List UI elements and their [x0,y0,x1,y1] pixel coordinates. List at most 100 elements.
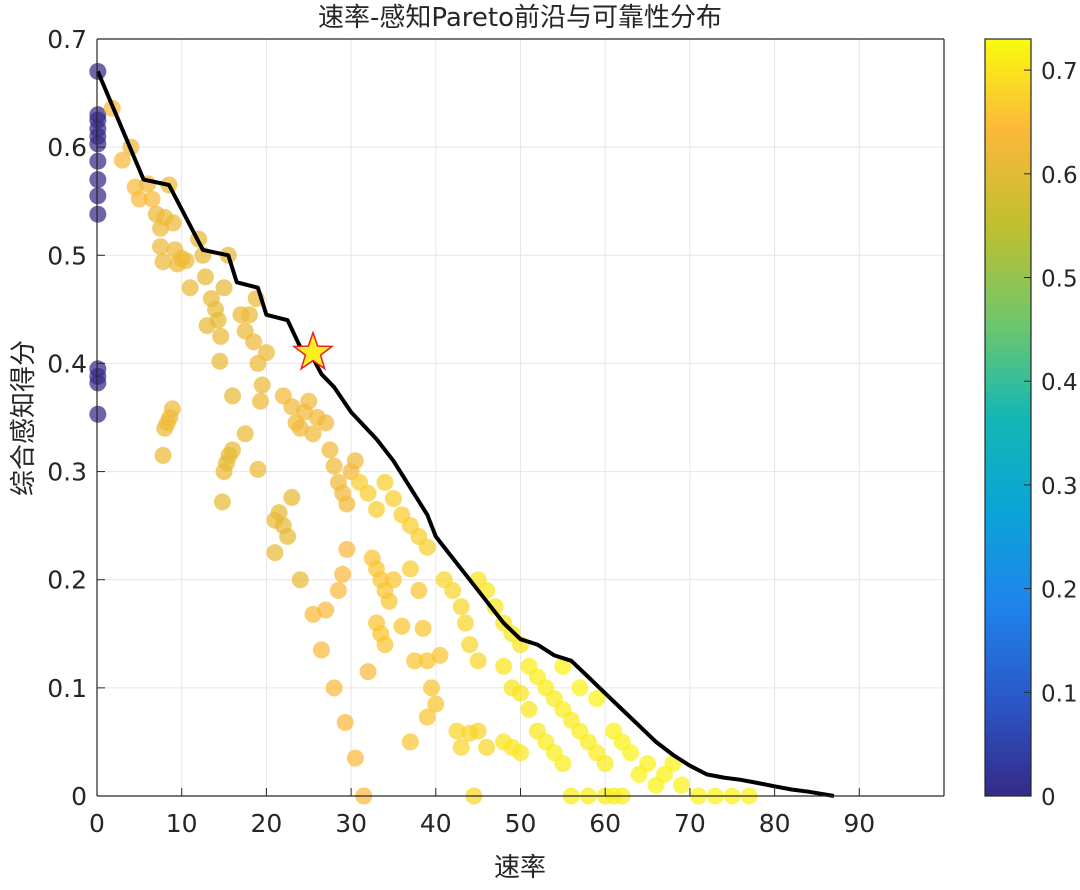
x-tick-label: 50 [505,809,537,838]
colorbar-tick-label: 0.7 [1041,59,1078,85]
scatter-point [196,268,214,286]
scatter-point [376,473,394,491]
scatter-point [622,744,640,762]
scatter-point [325,679,343,697]
x-tick-label: 20 [250,809,282,838]
scatter-point [329,582,347,600]
x-tick-label: 30 [335,809,367,838]
scatter-point [461,636,479,654]
y-tick-label: 0.7 [47,25,87,54]
scatter-point [321,441,339,459]
scatter-point [154,253,172,271]
scatter-point [393,617,411,635]
scatter-point [672,776,690,794]
scatter-point [266,544,284,562]
scatter-point [520,700,538,718]
scatter-point [410,582,428,600]
highlight-star-marker [291,330,335,371]
x-tick-label: 70 [674,809,706,838]
y-tick-label: 0.6 [47,133,87,162]
scatter-point [89,374,107,392]
scatter-point [406,652,424,670]
y-tick-label: 0 [71,782,87,811]
scatter-point [414,619,432,637]
x-tick-label: 10 [166,809,198,838]
scatter-point [304,425,322,443]
scatter-point [469,722,487,740]
scatter-point [212,327,230,345]
scatter-point [164,214,182,232]
scatter-point [113,151,131,169]
scatter-point [336,713,354,731]
scatter-point [486,598,504,616]
scatter-point [89,187,107,205]
scatter-point [177,252,195,270]
scatter-point [346,749,364,767]
scatter-point [647,776,665,794]
y-tick-label: 0.5 [47,241,87,270]
scatter-point [338,495,356,513]
axes: 0 10 20 30 40 50 60 70 80 90 0 0.1 0.2 0.3 0.4 0.5 0.6 0.… [47,25,945,838]
scatter-point [253,376,271,394]
scatter-point [89,135,107,153]
scatter-point [317,414,335,432]
y-tick-label: 0.2 [47,566,87,595]
scatter-point [423,679,441,697]
scatter-point [448,722,466,740]
scatter-point [211,352,229,370]
scatter-point [384,571,402,589]
scatter-point [495,657,513,675]
scatter-point [346,452,364,470]
x-tick-label: 90 [843,809,875,838]
y-tick-label: 0.4 [47,349,87,378]
scatter-point [325,457,343,475]
scatter-point [418,538,436,556]
scatter-point [359,484,377,502]
scatter-point [588,690,606,708]
scatter-point [512,744,529,762]
scatter-point [89,171,107,189]
scatter-point [401,733,419,751]
colorbar-tick-label: 0.6 [1041,163,1078,189]
colorbar-tick-label: 0.4 [1041,370,1078,396]
scatter-point [209,311,227,329]
scatter-point [245,333,263,351]
scatter-point [384,490,402,508]
scatter-point [283,398,301,416]
scatter-point [469,652,487,670]
scatter-point [380,592,398,610]
colorbar-tick-label: 0.3 [1041,474,1078,500]
scatter-point [89,152,107,170]
x-tick-label: 0 [89,809,105,838]
scatter-point [456,614,474,632]
x-axis-label: 速率 [494,853,546,883]
scatter-point [89,405,107,423]
scatter-point [224,441,242,459]
scatter-point [452,738,470,756]
scatter-point [215,279,233,297]
scatter-point [312,641,330,659]
x-tick-label: 60 [589,809,621,838]
scatter-point [163,400,181,418]
scatter-point [130,190,148,208]
scatter-point [249,460,267,478]
colorbar-tick-label: 0 [1041,785,1056,811]
scatter-point [512,684,529,702]
y-axis-label: 综合感知得分 [9,340,39,496]
scatter-point [257,344,275,362]
grid-lines [96,38,945,797]
scatter-point [300,392,318,410]
scatter-point [283,489,301,507]
scatter-point [251,392,269,410]
colorbar-tick-label: 0.5 [1041,267,1078,293]
y-tick-label: 0.3 [47,458,87,487]
scatter-point [431,646,449,664]
scatter-point [427,695,445,713]
scatter-point [154,446,172,464]
colorbar-gradient [984,38,1032,797]
x-tick-label: 40 [420,809,452,838]
scatter-point [630,765,648,783]
scatter-point [596,755,614,773]
